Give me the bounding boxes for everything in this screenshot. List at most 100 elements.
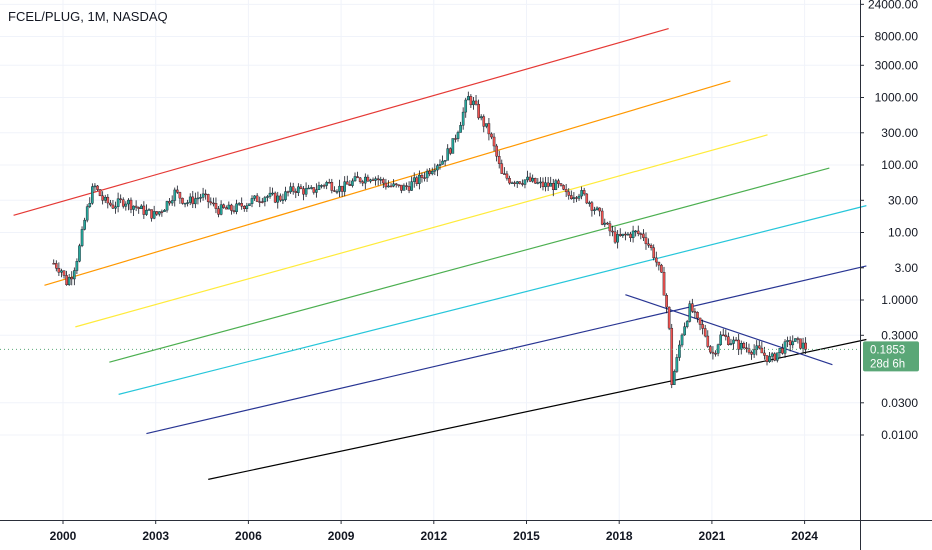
candle-body — [510, 182, 514, 184]
candle-body — [242, 206, 246, 210]
candle-body — [691, 303, 694, 312]
candle-body — [70, 277, 74, 280]
x-tick-label: 2012 — [420, 529, 447, 543]
trend-line — [118, 205, 867, 395]
candle-body — [250, 198, 254, 204]
candle-body — [201, 193, 205, 198]
candle-body — [142, 205, 146, 215]
y-axis-labels[interactable]: 24000.00 8000.00 3000.00 1000.00 300.00 100.0… — [860, 0, 918, 442]
candle-body — [410, 181, 413, 191]
candle-body — [255, 195, 259, 202]
candle-body — [214, 203, 218, 209]
candle-body — [734, 339, 738, 342]
candle-body — [546, 182, 550, 187]
candle-body — [443, 160, 447, 162]
candle-body — [139, 205, 143, 209]
candle-body — [392, 183, 395, 187]
trend-line — [44, 80, 731, 286]
candle-body — [222, 204, 225, 208]
candle-body — [384, 182, 388, 188]
candle-body — [613, 231, 617, 243]
candle-body — [492, 136, 496, 147]
candle-body — [389, 185, 393, 188]
candle-body — [760, 347, 764, 354]
candle-body — [261, 201, 264, 203]
candle-body — [533, 177, 537, 184]
candle-body — [129, 199, 133, 210]
candle-body — [400, 184, 403, 191]
candle-body — [739, 343, 743, 350]
candle-body — [412, 177, 416, 182]
candle-body — [428, 170, 431, 175]
candle-body — [626, 233, 630, 236]
candle-body — [152, 211, 156, 219]
candle-body — [716, 344, 720, 354]
candle-body — [588, 202, 591, 204]
candle-body — [598, 207, 601, 212]
candle-body — [230, 204, 233, 211]
candle-body — [711, 351, 715, 354]
y-tick-label: 10.00 — [888, 226, 918, 240]
candle-body — [163, 209, 166, 212]
candle-body — [621, 233, 625, 236]
candle-body — [183, 202, 187, 205]
symbol-title[interactable]: FCEL/PLUG, 1M, NASDAQ — [8, 9, 168, 24]
candle-body — [235, 203, 238, 212]
candle-body — [467, 96, 470, 101]
candle-body — [577, 195, 581, 199]
candle-body — [160, 211, 164, 213]
candle-body — [611, 230, 614, 233]
candle-body — [454, 138, 457, 140]
candle-body — [248, 203, 251, 206]
candle-body — [724, 334, 728, 337]
candle-body — [379, 179, 383, 181]
candle-body — [67, 277, 71, 286]
candle-body — [678, 344, 681, 358]
candle-body — [719, 334, 722, 345]
candle-body — [459, 125, 462, 133]
candle-body — [327, 182, 331, 184]
candle-body — [338, 185, 341, 192]
candle-body — [294, 190, 298, 193]
candle-body — [366, 176, 370, 182]
candle-body — [176, 189, 179, 193]
candle-body — [660, 264, 663, 273]
candle-body — [279, 195, 282, 201]
candle-body — [742, 343, 746, 349]
candle-body — [745, 347, 748, 350]
candle-body — [515, 181, 519, 184]
candle-body — [675, 357, 679, 372]
candle-body — [258, 201, 262, 203]
candle-body — [405, 185, 408, 187]
candle-body — [495, 145, 498, 157]
candle-body — [317, 185, 321, 190]
candle-body — [348, 184, 352, 186]
x-tick-label: 2003 — [142, 529, 169, 543]
candle-body — [289, 186, 292, 193]
candle-body — [757, 345, 761, 349]
candle-body — [80, 229, 84, 246]
candle-body — [52, 263, 56, 265]
candle-body — [590, 202, 594, 211]
candle-body — [98, 189, 102, 197]
candle-body — [168, 201, 171, 204]
y-tick-label: 1000.00 — [875, 91, 919, 105]
candle-body — [618, 234, 622, 236]
y-tick-label: 0.0300 — [881, 396, 918, 410]
candle-body — [703, 328, 707, 337]
candle-body — [127, 199, 130, 205]
candle-body — [253, 195, 256, 199]
candle-body — [451, 138, 455, 154]
candle-body — [570, 195, 573, 199]
candle-body — [165, 201, 169, 211]
candle-body — [508, 178, 511, 184]
x-axis-labels[interactable]: 2000 2003 2006 2009 2012 2015 2018 2021 2024 — [50, 520, 819, 543]
candle-body — [503, 173, 506, 175]
candle-body — [333, 190, 336, 192]
candle-body — [528, 176, 532, 182]
y-tick-label: 0.3000 — [881, 328, 918, 342]
candle-body — [62, 270, 66, 276]
candle-body — [593, 209, 596, 211]
candle-body — [88, 203, 92, 207]
